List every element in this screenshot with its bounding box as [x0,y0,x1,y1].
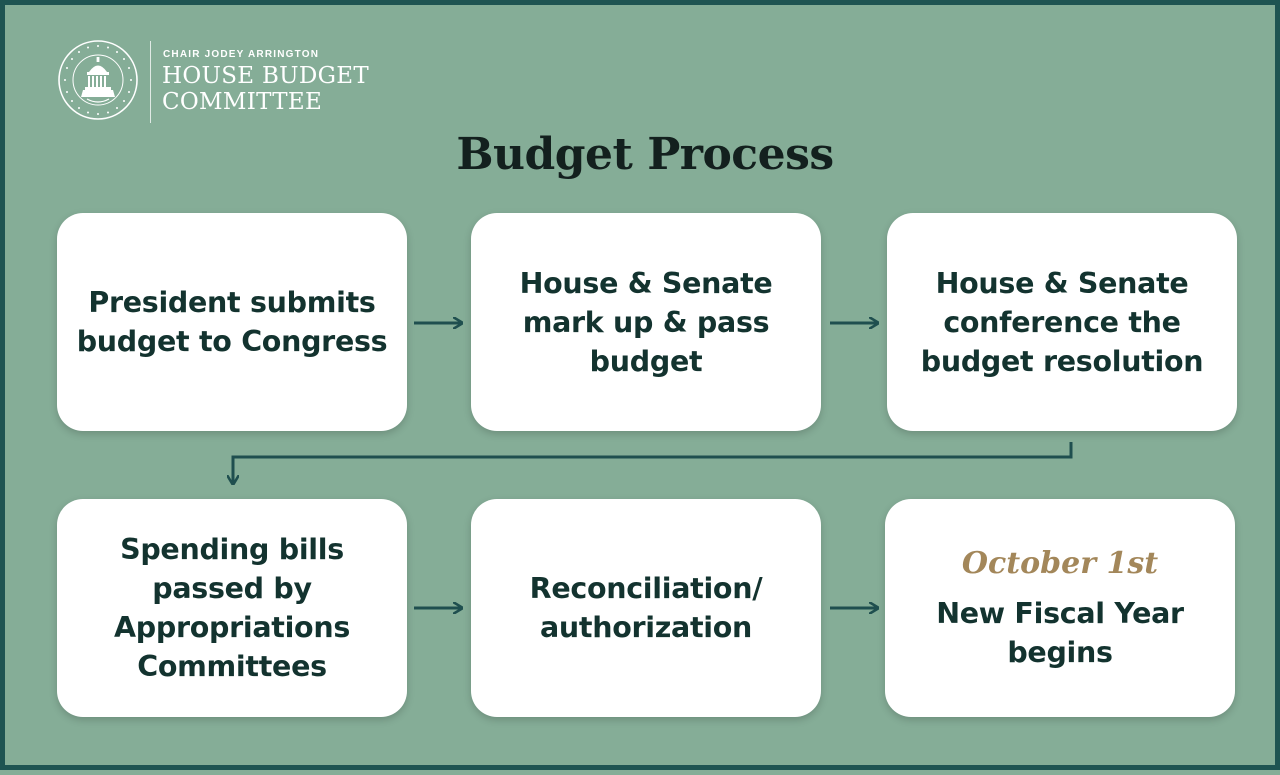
step-text: House & Senate mark up & pass budget [519,266,773,378]
capitol-seal-icon [58,40,138,120]
step-text: New Fiscal Year begins [936,597,1184,669]
step-text: President submits budget to Congress [76,286,388,358]
chair-label: CHAIR JODEY ARRINGTON [163,49,320,60]
committee-name: HOUSE BUDGET COMMITTEE [162,63,392,115]
step-box-conference: House & Senate conference the budget res… [887,213,1237,431]
committee-name-line1: HOUSE BUDGET [162,63,369,89]
date-label: October 1st [961,546,1159,581]
committee-name-line2: COMMITTEE [162,89,323,115]
logo-divider [150,41,151,123]
arrow-3-to-4 [233,442,1073,483]
page-title: Budget Process [456,129,834,180]
step-box-new-fiscal-year: October 1st New Fiscal Year begins [885,499,1235,717]
step-text: Reconciliation/ authorization [529,572,763,644]
step-text: House & Senate conference the budget res… [920,266,1204,378]
step-box-reconciliation: Reconciliation/ authorization [471,499,821,717]
step-text: Spending bills passed by Appropriations … [114,533,350,683]
step-box-president-submits: President submits budget to Congress [57,213,407,431]
step-box-spending-bills: Spending bills passed by Appropriations … [57,499,407,717]
step-box-mark-up: House & Senate mark up & pass budget [471,213,821,431]
